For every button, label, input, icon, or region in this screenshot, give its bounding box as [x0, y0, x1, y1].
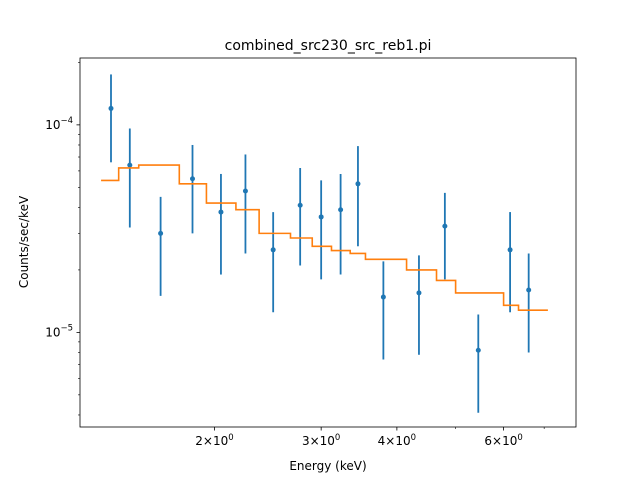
plot-area	[80, 58, 576, 427]
x-tick-label: 2×100	[195, 433, 233, 448]
data-point	[270, 247, 276, 253]
plot-frame	[79, 57, 577, 428]
data-point	[158, 230, 164, 236]
y-tick-label: 10−4	[45, 116, 73, 132]
data-point	[127, 162, 133, 168]
data-point	[108, 105, 114, 111]
data-point	[380, 294, 386, 300]
x-tick-label: 6×100	[484, 433, 522, 448]
y-axis-label: Counts/sec/keV	[17, 195, 31, 288]
data-point	[526, 287, 532, 293]
axes-layer: 2×100 3×100 4×100 6×100 10−5 10−4	[45, 62, 545, 448]
x-axis-label: Energy (keV)	[289, 459, 366, 473]
model-step-line	[101, 164, 548, 311]
data-point	[475, 347, 481, 353]
data-point	[242, 188, 248, 194]
data-point	[297, 202, 303, 208]
data-point	[416, 290, 422, 296]
data-point	[507, 247, 513, 253]
chart-title: combined_src230_src_reb1.pi	[225, 38, 432, 54]
x-tick-label: 3×100	[302, 433, 340, 448]
data-point	[338, 207, 344, 213]
data-point	[318, 214, 324, 220]
data-point	[442, 223, 448, 229]
data-layer	[101, 74, 548, 413]
y-tick-label: 10−5	[45, 323, 73, 339]
data-point	[355, 181, 361, 187]
data-point	[218, 209, 224, 215]
data-point	[190, 176, 196, 182]
x-tick-label: 4×100	[378, 433, 416, 448]
